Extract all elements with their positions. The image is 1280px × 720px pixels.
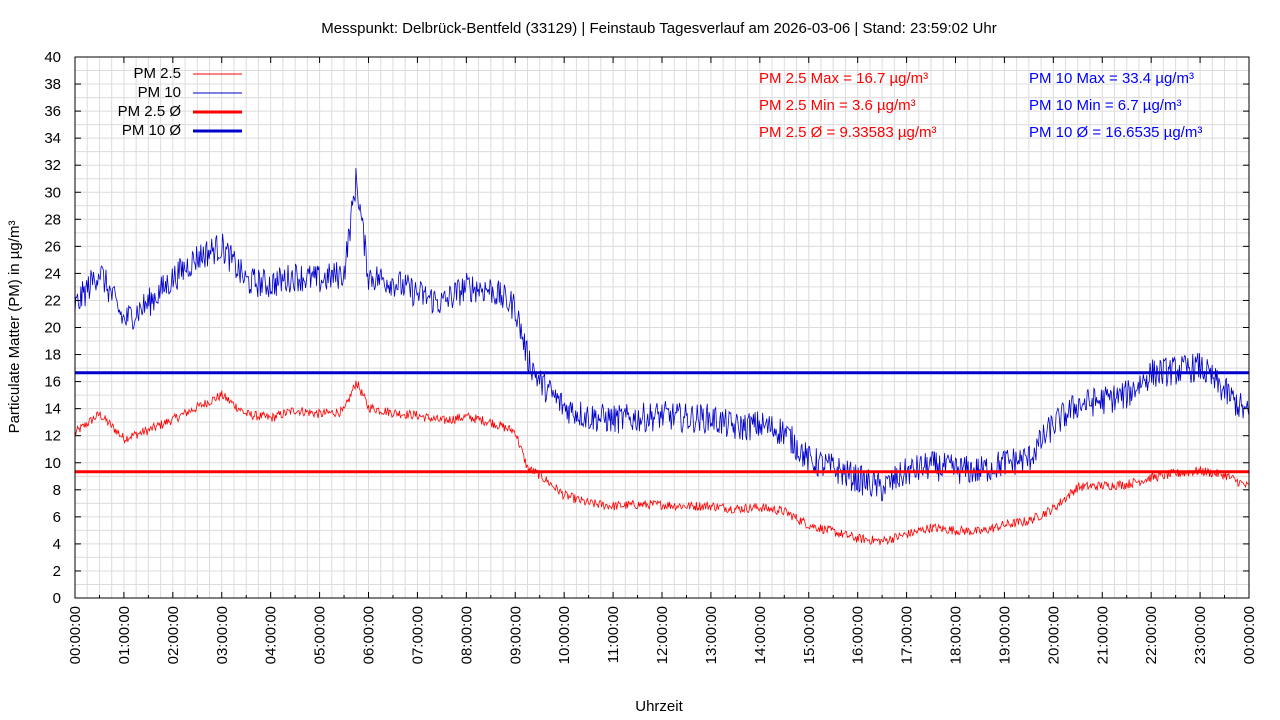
y-tick-label: 28	[44, 211, 61, 228]
x-tick-label: 00:00:00	[1241, 606, 1258, 664]
stat-annotation: PM 10 Ø = 16.6535 µg/m³	[1029, 124, 1202, 141]
y-tick-label: 10	[44, 455, 61, 472]
x-tick-label: 06:00:00	[361, 606, 378, 664]
x-tick-label: 15:00:00	[801, 606, 818, 664]
legend-label: PM 2.5	[133, 65, 181, 82]
stat-annotation: PM 10 Min = 6.7 µg/m³	[1029, 97, 1181, 114]
axes: 024681012141618202224262830323436384000:…	[44, 49, 1258, 664]
y-tick-label: 36	[44, 103, 61, 120]
x-tick-label: 13:00:00	[703, 606, 720, 664]
x-tick-label: 20:00:00	[1045, 606, 1062, 664]
y-tick-label: 16	[44, 374, 61, 391]
x-axis-label: Uhrzeit	[635, 698, 683, 715]
stats-annotations: PM 2.5 Max = 16.7 µg/m³ PM 2.5 Min = 3.6 …	[759, 70, 1202, 141]
x-tick-label: 09:00:00	[507, 606, 524, 664]
y-tick-label: 32	[44, 157, 61, 174]
stat-annotation: PM 10 Max = 33.4 µg/m³	[1029, 70, 1194, 87]
x-tick-label: 14:00:00	[752, 606, 769, 664]
x-tick-label: 10:00:00	[556, 606, 573, 664]
x-tick-label: 01:00:00	[116, 606, 133, 664]
x-tick-label: 05:00:00	[312, 606, 329, 664]
y-tick-label: 14	[44, 401, 61, 418]
y-tick-label: 2	[53, 563, 61, 580]
y-tick-label: 4	[53, 536, 61, 553]
legend-label: PM 10	[138, 84, 181, 101]
x-tick-label: 12:00:00	[654, 606, 671, 664]
y-tick-label: 6	[53, 509, 61, 526]
x-tick-label: 18:00:00	[948, 606, 965, 664]
x-tick-label: 03:00:00	[214, 606, 231, 664]
legend-label: PM 2.5 Ø	[118, 103, 182, 120]
x-tick-label: 07:00:00	[409, 606, 426, 664]
series-layer	[74, 168, 1250, 546]
y-tick-label: 26	[44, 238, 61, 255]
y-tick-label: 34	[44, 130, 61, 147]
y-tick-label: 8	[53, 482, 61, 499]
x-tick-label: 19:00:00	[996, 606, 1013, 664]
y-tick-label: 40	[44, 49, 61, 66]
y-tick-label: 20	[44, 320, 61, 337]
y-tick-label: 38	[44, 76, 61, 93]
y-tick-label: 12	[44, 428, 61, 445]
legend: PM 2.5 PM 10 PM 2.5 Ø PM 10 Ø	[118, 65, 242, 139]
x-tick-label: 02:00:00	[165, 606, 182, 664]
y-axis-label: Particulate Matter (PM) in µg/m³	[6, 221, 23, 434]
series-line-pm-10	[74, 168, 1250, 502]
y-tick-label: 0	[53, 590, 61, 607]
chart-title: Messpunkt: Delbrück-Bentfeld (33129) | F…	[321, 20, 996, 37]
y-tick-label: 30	[44, 184, 61, 201]
series-line-pm-2-5	[74, 380, 1250, 546]
x-tick-label: 22:00:00	[1143, 606, 1160, 664]
x-tick-label: 00:00:00	[67, 606, 84, 664]
y-tick-label: 24	[44, 265, 61, 282]
x-tick-label: 11:00:00	[605, 606, 622, 663]
legend-label: PM 10 Ø	[122, 122, 182, 139]
x-tick-label: 23:00:00	[1192, 606, 1209, 664]
x-tick-label: 16:00:00	[850, 606, 867, 664]
y-tick-label: 18	[44, 347, 61, 364]
x-tick-label: 17:00:00	[899, 606, 916, 664]
stat-annotation: PM 2.5 Max = 16.7 µg/m³	[759, 70, 928, 87]
x-tick-label: 04:00:00	[263, 606, 280, 664]
x-tick-label: 08:00:00	[458, 606, 475, 664]
x-tick-label: 21:00:00	[1094, 606, 1111, 664]
stat-annotation: PM 2.5 Ø = 9.33583 µg/m³	[759, 124, 936, 141]
y-tick-label: 22	[44, 292, 61, 309]
stat-annotation: PM 2.5 Min = 3.6 µg/m³	[759, 97, 916, 114]
